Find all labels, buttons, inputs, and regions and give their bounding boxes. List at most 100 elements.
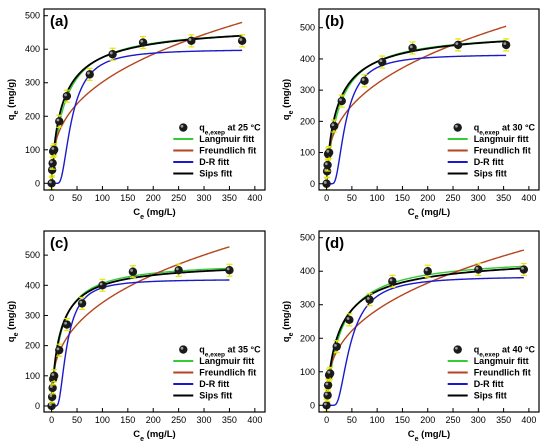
legend-label-dr: D-R fitt (474, 157, 504, 167)
data-point-highlight (324, 392, 328, 396)
x-tick-label: 150 (120, 415, 135, 425)
data-point (337, 96, 346, 106)
data-point (237, 36, 247, 46)
data-point-highlight (325, 382, 329, 386)
fit-line-dr (326, 276, 524, 406)
data-point-highlight (51, 373, 55, 376)
legend-marker (179, 345, 188, 354)
data-point-highlight (334, 343, 337, 347)
legend-label-experimental: qe,exep at 35 °C (199, 345, 261, 359)
x-tick-label: 400 (521, 193, 536, 203)
data-point (474, 265, 483, 274)
legend-label-sips: Sips fitt (199, 391, 232, 401)
x-tick-label: 250 (171, 415, 186, 425)
x-tick-label: 100 (95, 415, 110, 425)
panel-label: (c) (50, 235, 68, 252)
legend-marker (179, 123, 188, 132)
data-point (365, 295, 374, 304)
data-point-highlight (130, 269, 134, 272)
y-tick-label: 200 (25, 111, 40, 121)
x-tick-label: 200 (146, 415, 161, 425)
x-tick-label: 100 (370, 415, 385, 425)
x-tick-label: 100 (95, 193, 110, 203)
x-tick-label: 250 (446, 415, 461, 425)
legend-label-sips: Sips fitt (474, 169, 507, 179)
data-point (324, 148, 334, 157)
data-point-highlight (346, 317, 350, 320)
experimental-points (322, 38, 511, 191)
panel-label: (a) (50, 13, 68, 30)
x-tick-label: 50 (72, 415, 82, 425)
x-tick-label: 350 (222, 193, 237, 203)
data-point (108, 50, 117, 59)
fit-curves (325, 249, 525, 406)
data-point (55, 345, 64, 355)
data-point-highlight (389, 278, 393, 282)
data-point (408, 43, 417, 53)
data-point-highlight (140, 39, 144, 43)
fit-line-freundlich (325, 249, 525, 406)
x-tick-label: 400 (521, 415, 536, 425)
data-point-highlight (455, 42, 459, 45)
fit-curves (50, 21, 243, 184)
data-point (174, 266, 183, 275)
data-point (187, 36, 196, 46)
data-point-highlight (49, 394, 53, 398)
data-point (85, 70, 94, 79)
y-tick-label: 300 (300, 85, 315, 95)
data-point (501, 40, 511, 50)
y-tick-label: 400 (300, 266, 315, 276)
data-point-highlight (56, 118, 60, 122)
legend-label-freundlich: Freundlich fit (474, 368, 531, 378)
data-point (49, 371, 59, 380)
x-tick-label: 150 (395, 193, 410, 203)
legend-label-experimental: qe,exep at 40 °C (474, 345, 536, 359)
legend-label-experimental: qe,exep at 30 °C (474, 123, 536, 137)
data-point-highlight (475, 266, 479, 270)
x-tick-label: 350 (496, 415, 511, 425)
data-point-highlight (331, 123, 335, 127)
data-point (128, 267, 138, 276)
x-tick-label: 0 (324, 415, 329, 425)
y-tick-label: 100 (300, 148, 315, 158)
x-tick-label: 300 (471, 415, 486, 425)
legend-marker-highlight (455, 346, 458, 350)
data-point (98, 281, 107, 290)
plot-frame (318, 8, 540, 191)
legend-marker-highlight (180, 346, 184, 350)
data-point-highlight (175, 267, 179, 271)
data-point (345, 315, 354, 325)
y-tick-label: 500 (25, 11, 40, 21)
legend-label-sips: Sips fitt (474, 391, 507, 401)
chart-panel-4: 0 50 100 150 200 250 300 350 400 0 100 200 300 400 500… (281, 230, 540, 443)
panel-label: (b) (325, 13, 344, 30)
y-tick-label: 0 (310, 179, 315, 189)
experimental-points (47, 34, 247, 190)
y-tick-label: 400 (25, 280, 40, 290)
data-point-highlight (379, 59, 383, 63)
experimental-points (47, 263, 234, 413)
data-point-highlight (425, 268, 428, 272)
x-tick-label: 150 (395, 415, 410, 425)
plot-frame (43, 8, 266, 191)
legend-marker (453, 123, 462, 132)
y-axis-label: qe (mg/g) (6, 79, 20, 120)
x-tick-label: 250 (171, 193, 186, 203)
x-axis-label: Ce (mg/L) (408, 429, 450, 443)
legend-marker (453, 345, 462, 354)
y-tick-label: 100 (300, 367, 315, 377)
data-point (48, 158, 57, 168)
legend-label-sips: Sips fitt (199, 169, 232, 179)
legend-label-langmuir: Langmuir fitt (474, 356, 529, 366)
legend-label-dr: D-R fitt (199, 379, 229, 389)
data-point-highlight (503, 42, 507, 45)
fit-line-freundlich (50, 246, 230, 406)
y-tick-label: 400 (25, 44, 40, 54)
x-tick-label: 200 (420, 193, 435, 203)
legend-marker-highlight (455, 124, 458, 128)
x-axis-label: Ce (mg/L) (133, 207, 175, 221)
data-point-highlight (99, 282, 103, 286)
